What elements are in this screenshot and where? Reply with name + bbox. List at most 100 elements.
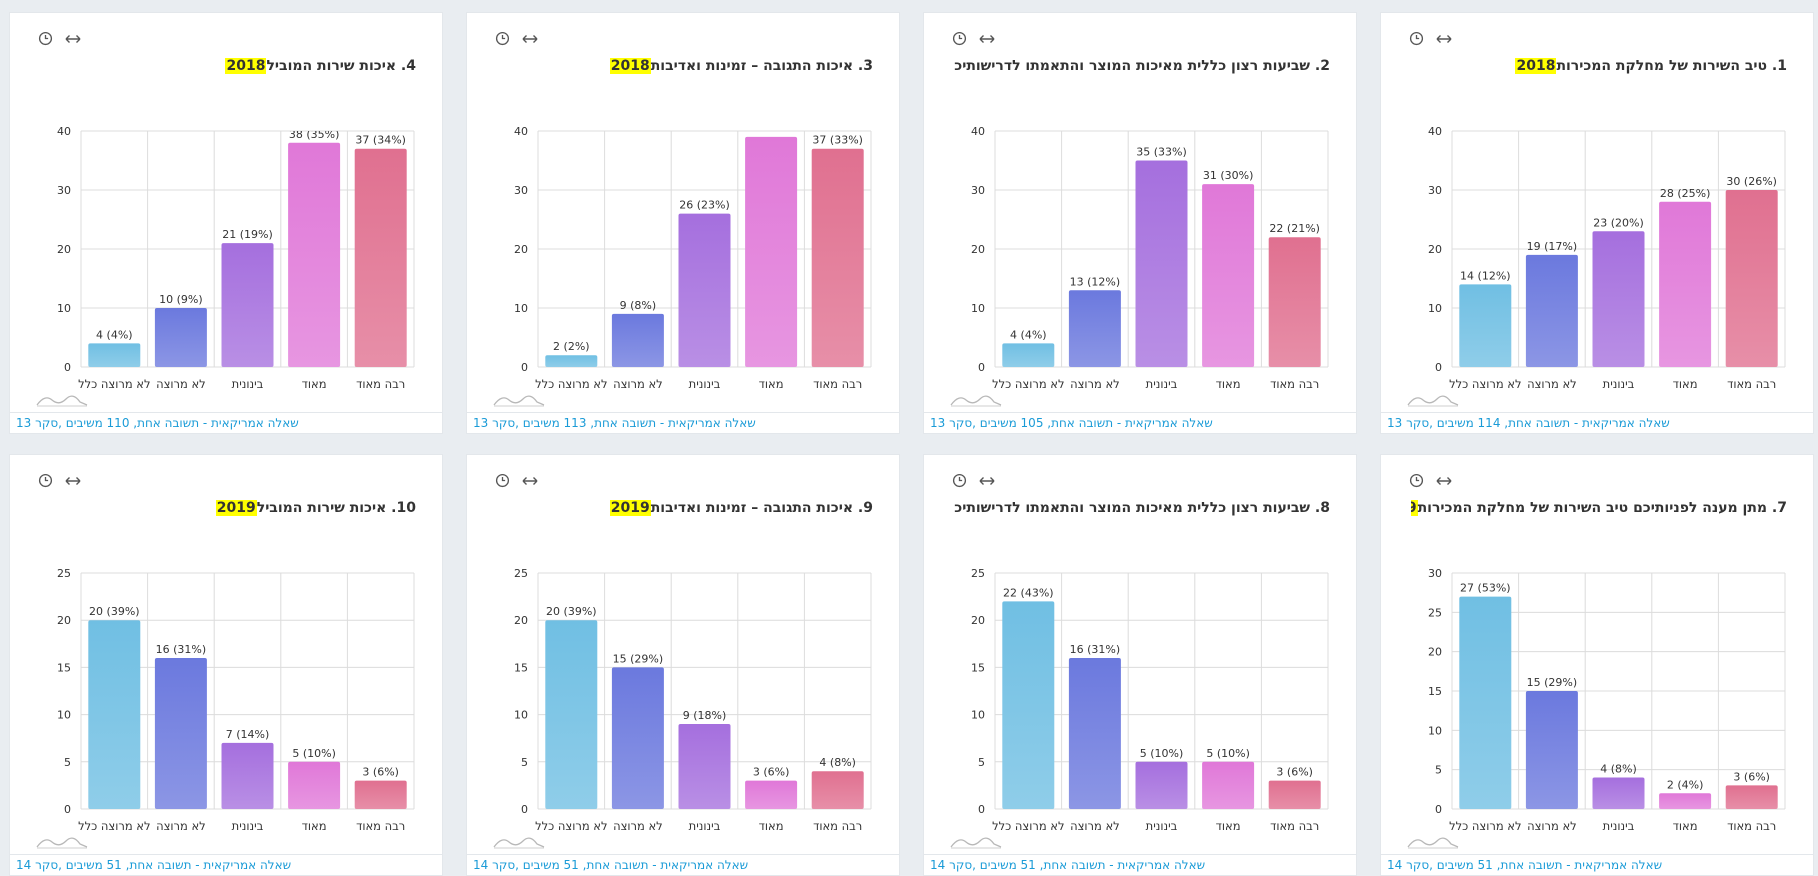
chart-type-icon[interactable] xyxy=(36,833,88,853)
chart-type-icon[interactable] xyxy=(950,833,1002,853)
bar[interactable] xyxy=(745,780,798,809)
y-tick-label: 0 xyxy=(64,803,71,816)
y-tick-label: 25 xyxy=(1428,606,1442,619)
bar[interactable] xyxy=(154,657,207,809)
bar[interactable] xyxy=(288,761,341,809)
bar[interactable] xyxy=(1068,657,1121,809)
bar[interactable] xyxy=(611,667,664,809)
bar[interactable] xyxy=(1592,231,1645,367)
chart-title: 3. איכות התגובה – זמינות ואדיבות2018 xyxy=(497,58,873,74)
chart-type-icon[interactable] xyxy=(1407,391,1459,411)
clock-icon[interactable] xyxy=(952,31,967,49)
bar[interactable] xyxy=(221,742,274,809)
y-tick-label: 25 xyxy=(57,567,71,580)
y-tick-label: 40 xyxy=(57,125,71,138)
chart-footer-link[interactable]: שאלה אמריקאית - תשובה אחת, 114 משיבים ,ס… xyxy=(1380,412,1814,434)
bar[interactable] xyxy=(1725,190,1778,367)
bar[interactable] xyxy=(545,620,598,809)
bar[interactable] xyxy=(1459,284,1512,367)
y-tick-label: 5 xyxy=(64,756,71,769)
x-tick-label: לא מרוצה xyxy=(1527,377,1577,391)
bar[interactable] xyxy=(1525,254,1578,367)
expand-horizontal-icon[interactable] xyxy=(65,475,81,490)
bar[interactable] xyxy=(1202,184,1255,367)
chart-type-icon[interactable] xyxy=(493,391,545,411)
data-label: 38 (35%) xyxy=(289,128,340,141)
bar[interactable] xyxy=(1525,691,1578,809)
bar[interactable] xyxy=(745,136,798,367)
bar[interactable] xyxy=(1268,780,1321,809)
x-tick-label: מאוד xyxy=(759,819,784,833)
x-tick-label: לא מרוצה xyxy=(156,377,206,391)
expand-horizontal-icon[interactable] xyxy=(1436,475,1452,490)
bar[interactable] xyxy=(1725,785,1778,809)
clock-icon[interactable] xyxy=(495,31,510,49)
bar-chart: 0 5 10 15 20 25 20 (39%) לא מרוצה כלל 15 (29%) לא… xyxy=(514,567,872,833)
bar[interactable] xyxy=(88,343,141,367)
y-tick-label: 25 xyxy=(514,567,528,580)
bar[interactable] xyxy=(1659,793,1712,809)
y-tick-label: 30 xyxy=(1428,567,1442,580)
bar[interactable] xyxy=(1459,596,1512,809)
clock-icon[interactable] xyxy=(495,473,510,491)
clock-icon[interactable] xyxy=(952,473,967,491)
bar[interactable] xyxy=(1268,237,1321,367)
chart-footer-link[interactable]: שאלה אמריקאית - תשובה אחת, 51 משיבים ,סק… xyxy=(9,854,443,876)
chart-footer-link[interactable]: שאלה אמריקאית - תשובה אחת, 51 משיבים ,סק… xyxy=(1380,854,1814,876)
bar[interactable] xyxy=(545,355,598,367)
chart-year-highlight: 2019 xyxy=(1411,500,1418,516)
x-tick-label: לא מרוצה xyxy=(613,377,663,391)
chart-number: 10. xyxy=(386,500,416,516)
data-label: 15 (29%) xyxy=(613,652,664,665)
bar[interactable] xyxy=(1592,777,1645,809)
bar-chart: 0 10 20 30 40 14 (12%) לא מרוצה כלל 19 (17%) לא … xyxy=(1428,125,1786,391)
bar[interactable] xyxy=(1068,290,1121,367)
bar[interactable] xyxy=(1002,343,1055,367)
clock-icon[interactable] xyxy=(1409,31,1424,49)
chart-footer-link[interactable]: שאלה אמריקאית - תשובה אחת, 51 משיבים ,סק… xyxy=(466,854,900,876)
bar[interactable] xyxy=(1659,201,1712,367)
expand-horizontal-icon[interactable] xyxy=(522,33,538,48)
bar[interactable] xyxy=(811,771,864,809)
x-tick-label: מאוד xyxy=(302,377,327,391)
x-tick-label: בינונית xyxy=(1146,819,1178,833)
clock-icon[interactable] xyxy=(1409,473,1424,491)
x-tick-label: בינונית xyxy=(232,819,264,833)
card-toolbar xyxy=(38,31,81,49)
bar-chart: 0 5 10 15 20 25 30 27 (53%) לא מרוצה כלל 15 (29%)… xyxy=(1428,567,1786,833)
chart-type-icon[interactable] xyxy=(36,391,88,411)
chart-footer-link[interactable]: שאלה אמריקאית - תשובה אחת, 51 משיבים ,סק… xyxy=(923,854,1357,876)
chart-year-highlight: 2018 xyxy=(1515,58,1557,74)
expand-horizontal-icon[interactable] xyxy=(979,33,995,48)
y-tick-label: 10 xyxy=(1428,724,1442,737)
expand-horizontal-icon[interactable] xyxy=(979,475,995,490)
bar[interactable] xyxy=(1202,761,1255,809)
bar-chart: 0 10 20 30 40 4 (4%) לא מרוצה כלל 10 (9%) לא מרו… xyxy=(57,125,415,391)
bar[interactable] xyxy=(221,243,274,367)
bar[interactable] xyxy=(1135,761,1188,809)
bar[interactable] xyxy=(811,148,864,367)
x-tick-label: לא מרוצה xyxy=(613,819,663,833)
bar[interactable] xyxy=(1135,160,1188,368)
bar[interactable] xyxy=(678,724,731,809)
chart-type-icon[interactable] xyxy=(493,833,545,853)
clock-icon[interactable] xyxy=(38,31,53,49)
bar[interactable] xyxy=(88,620,141,809)
chart-footer-link[interactable]: שאלה אמריקאית - תשובה אחת, 105 משיבים ,ס… xyxy=(923,412,1357,434)
expand-horizontal-icon[interactable] xyxy=(65,33,81,48)
chart-type-icon[interactable] xyxy=(1407,833,1459,853)
expand-horizontal-icon[interactable] xyxy=(1436,33,1452,48)
bar[interactable] xyxy=(354,780,407,809)
clock-icon[interactable] xyxy=(38,473,53,491)
chart-type-icon[interactable] xyxy=(950,391,1002,411)
bar[interactable] xyxy=(678,213,731,367)
chart-footer-link[interactable]: שאלה אמריקאית - תשובה אחת, 110 משיבים ,ס… xyxy=(9,412,443,434)
bar[interactable] xyxy=(611,313,664,367)
expand-horizontal-icon[interactable] xyxy=(522,475,538,490)
bar[interactable] xyxy=(288,142,341,367)
bar[interactable] xyxy=(354,148,407,367)
bar[interactable] xyxy=(1002,601,1055,809)
x-tick-label: בינונית xyxy=(689,377,721,391)
chart-footer-link[interactable]: שאלה אמריקאית - תשובה אחת, 113 משיבים ,ס… xyxy=(466,412,900,434)
bar[interactable] xyxy=(154,308,207,367)
